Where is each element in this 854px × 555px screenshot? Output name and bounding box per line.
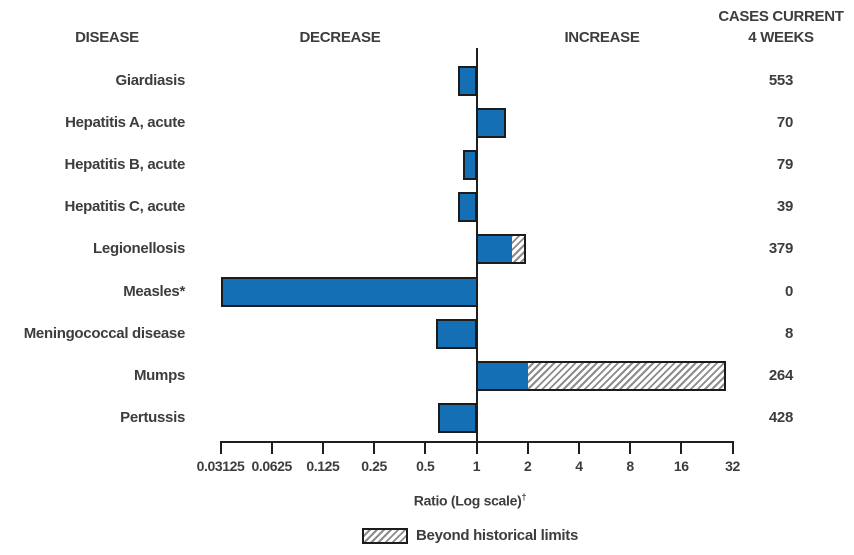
ratio-bar-with-beyond-limits — [475, 361, 727, 391]
column-header-decrease: DECREASE — [299, 29, 381, 46]
x-axis-tick-label: 32 — [725, 458, 740, 474]
ratio-bar — [220, 276, 478, 307]
ratio-bar — [437, 403, 478, 434]
disease-label: Meningococcal disease — [23, 324, 186, 342]
x-axis-tick — [680, 441, 683, 454]
x-axis-tick-label: 16 — [673, 458, 689, 474]
case-count: 428 — [768, 409, 793, 427]
column-header-disease: DISEASE — [75, 29, 139, 46]
x-axis-title: Ratio (Log scale)† — [370, 492, 570, 509]
x-axis-tick — [731, 441, 734, 454]
ratio-bar-solid-segment — [477, 363, 528, 389]
disease-label: Pertussis — [120, 409, 185, 427]
dagger-footnote-mark: † — [521, 492, 527, 502]
x-axis-tick — [219, 441, 222, 454]
column-header-cases-line1: CASES CURRENT — [718, 8, 844, 25]
case-count: 8 — [784, 324, 793, 342]
case-count: 39 — [776, 198, 793, 216]
x-axis-tick-label: 1 — [472, 458, 481, 474]
x-axis-tick — [424, 441, 427, 454]
disease-label: Hepatitis C, acute — [64, 198, 186, 216]
ratio-bar — [436, 318, 478, 349]
x-axis-tick — [577, 441, 580, 454]
case-count: 264 — [768, 367, 793, 384]
ratio-bar — [475, 107, 507, 138]
legend-label: Beyond historical limits — [416, 527, 579, 544]
case-count: 553 — [768, 71, 793, 89]
x-axis-tick-label: 2 — [523, 458, 532, 474]
column-header-cases-line2: 4 WEEKS — [748, 29, 814, 46]
x-axis-tick-label: 8 — [626, 458, 634, 474]
x-axis-title-text: Ratio (Log scale) — [413, 492, 522, 509]
x-axis-tick-label: 0.25 — [361, 458, 387, 474]
case-count: 0 — [784, 282, 793, 300]
disease-label: Measles* — [123, 282, 185, 300]
x-axis-tick — [526, 441, 529, 454]
ratio-bar — [462, 150, 478, 180]
ratio-bar-solid-segment — [477, 236, 513, 263]
x-axis-tick — [475, 441, 478, 454]
disease-label: Hepatitis A, acute — [65, 113, 185, 131]
disease-label: Giardiasis — [115, 71, 185, 89]
disease-label: Legionellosis — [93, 240, 185, 258]
x-axis-tick — [321, 441, 324, 454]
case-count: 79 — [776, 156, 793, 173]
disease-label: Hepatitis B, acute — [64, 156, 186, 173]
x-axis-tick-label: 0.03125 — [196, 458, 245, 474]
x-axis-tick — [629, 441, 632, 454]
ratio-bar — [458, 192, 478, 223]
x-axis-tick-label: 4 — [575, 458, 583, 474]
x-axis-tick-label: 0.5 — [416, 458, 435, 474]
ratio-bar — [458, 65, 478, 96]
disease-label: Mumps — [133, 367, 185, 384]
ratio-bar-with-beyond-limits — [475, 234, 527, 265]
case-count: 379 — [768, 240, 793, 258]
legend-hatch-swatch — [362, 528, 408, 544]
x-axis-tick-label: 0.125 — [306, 458, 340, 474]
x-axis-tick — [373, 441, 376, 454]
x-axis-tick — [270, 441, 273, 454]
x-axis-tick-label: 0.0625 — [251, 458, 292, 474]
case-count: 70 — [776, 113, 793, 131]
column-header-increase: INCREASE — [564, 29, 640, 46]
